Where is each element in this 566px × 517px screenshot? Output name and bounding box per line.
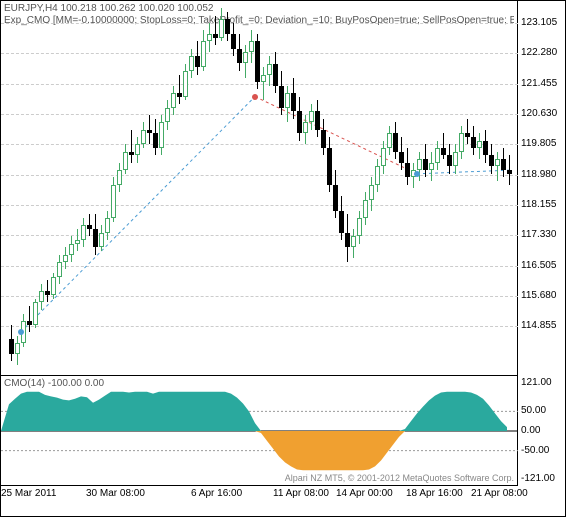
y-tick-label: 117.330 [521,230,556,240]
x-tick-label: 6 Apr 16:00 [191,488,242,499]
y-tick-label: 116.505 [521,261,556,271]
y-tick-label: 118.155 [521,200,556,210]
cmo-y-tick-label: -50.00 [521,446,549,456]
cmo-y-axis: 121.00 50.00 0.00 -50.00 -121.00 [518,376,566,486]
y-tick-label: 120.630 [521,109,557,119]
time-x-axis: 25 Mar 2011 30 Mar 08:00 6 Apr 16:00 11 Apr… [1,486,518,516]
cmo-y-tick-label: 50.00 [521,406,546,416]
y-tick-label: 119.805 [521,139,556,149]
x-tick-label: 18 Apr 16:00 [406,488,463,499]
cmo-y-tick-label: 121.00 [521,378,552,388]
signal-buy-icon [414,171,420,177]
y-tick-label: 114.855 [521,321,556,331]
x-tick-label: 25 Mar 2011 [1,488,56,499]
y-tick-label: 121.455 [521,79,557,89]
y-tick-label: 118.980 [521,170,556,180]
cmo-y-tick-label: 0.00 [521,426,540,436]
signal-sell-icon [252,94,258,100]
x-tick-label: 21 Apr 08:00 [471,488,528,499]
x-tick-label: 14 Apr 00:00 [336,488,393,499]
chart-container: EURJPY,H4 100.218 100.262 100.020 100.05… [0,0,566,517]
y-tick-label: 123.105 [521,18,557,28]
x-tick-label: 11 Apr 08:00 [273,488,329,499]
main-y-axis: 123.105 122.280 121.455 120.630 119.805 118.9… [518,1,566,376]
signal-buy-icon [18,329,24,335]
y-tick-label: 115.680 [521,291,556,301]
copyright-text: Alpari NZ MT5, © 2001-2012 MetaQuotes So… [285,473,514,483]
x-tick-label: 30 Mar 08:00 [86,488,145,499]
cmo-series [1,376,518,486]
cmo-indicator-panel[interactable]: CMO(14) -100.00 0.00 Alpari NZ MT5, © 20… [1,376,518,486]
cmo-y-tick-label: -121.00 [521,474,555,484]
main-price-chart[interactable]: EURJPY,H4 100.218 100.262 100.020 100.05… [1,1,518,376]
y-tick-label: 122.280 [521,48,557,58]
